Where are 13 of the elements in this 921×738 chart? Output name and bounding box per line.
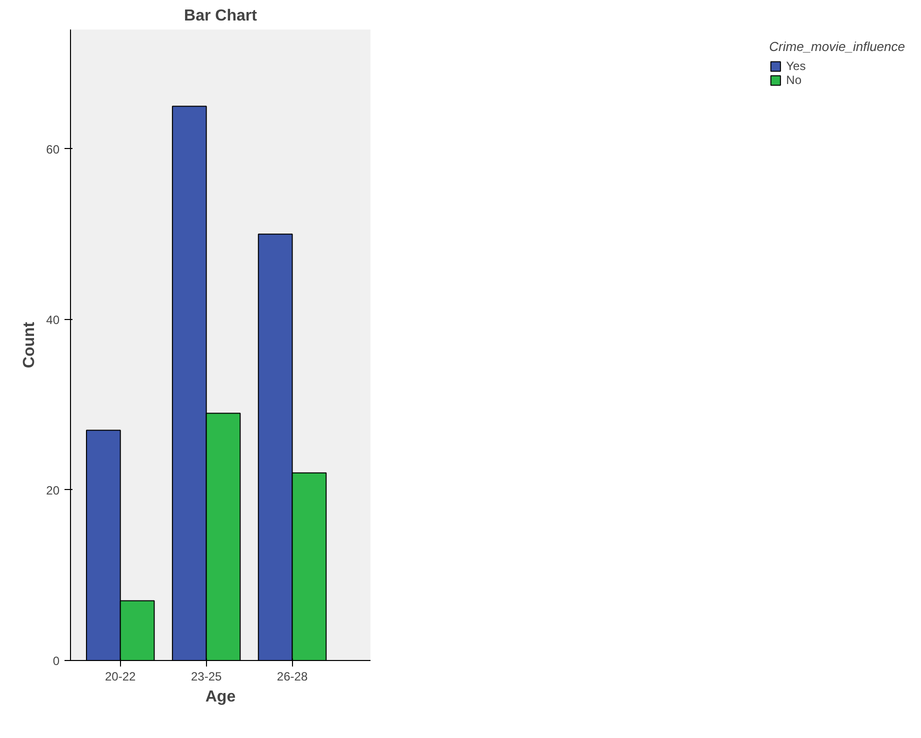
x-tick-label: 26-28	[276, 670, 308, 684]
y-tick-label: 60	[46, 142, 60, 156]
x-tick-label: 23-25	[190, 670, 222, 684]
legend-label: No	[786, 73, 802, 87]
y-axis-title: Count	[21, 321, 38, 368]
x-axis-title: Age	[205, 688, 236, 706]
legend-label: Yes	[786, 59, 806, 73]
y-tick-label: 40	[46, 312, 60, 327]
legend-title: Crime_movie_influence	[769, 39, 905, 54]
x-tick-label: 20-22	[105, 670, 136, 684]
y-tick-label: 0	[52, 654, 60, 668]
y-tick-label: 20	[46, 483, 60, 498]
chart-title: Bar Chart	[184, 8, 258, 24]
